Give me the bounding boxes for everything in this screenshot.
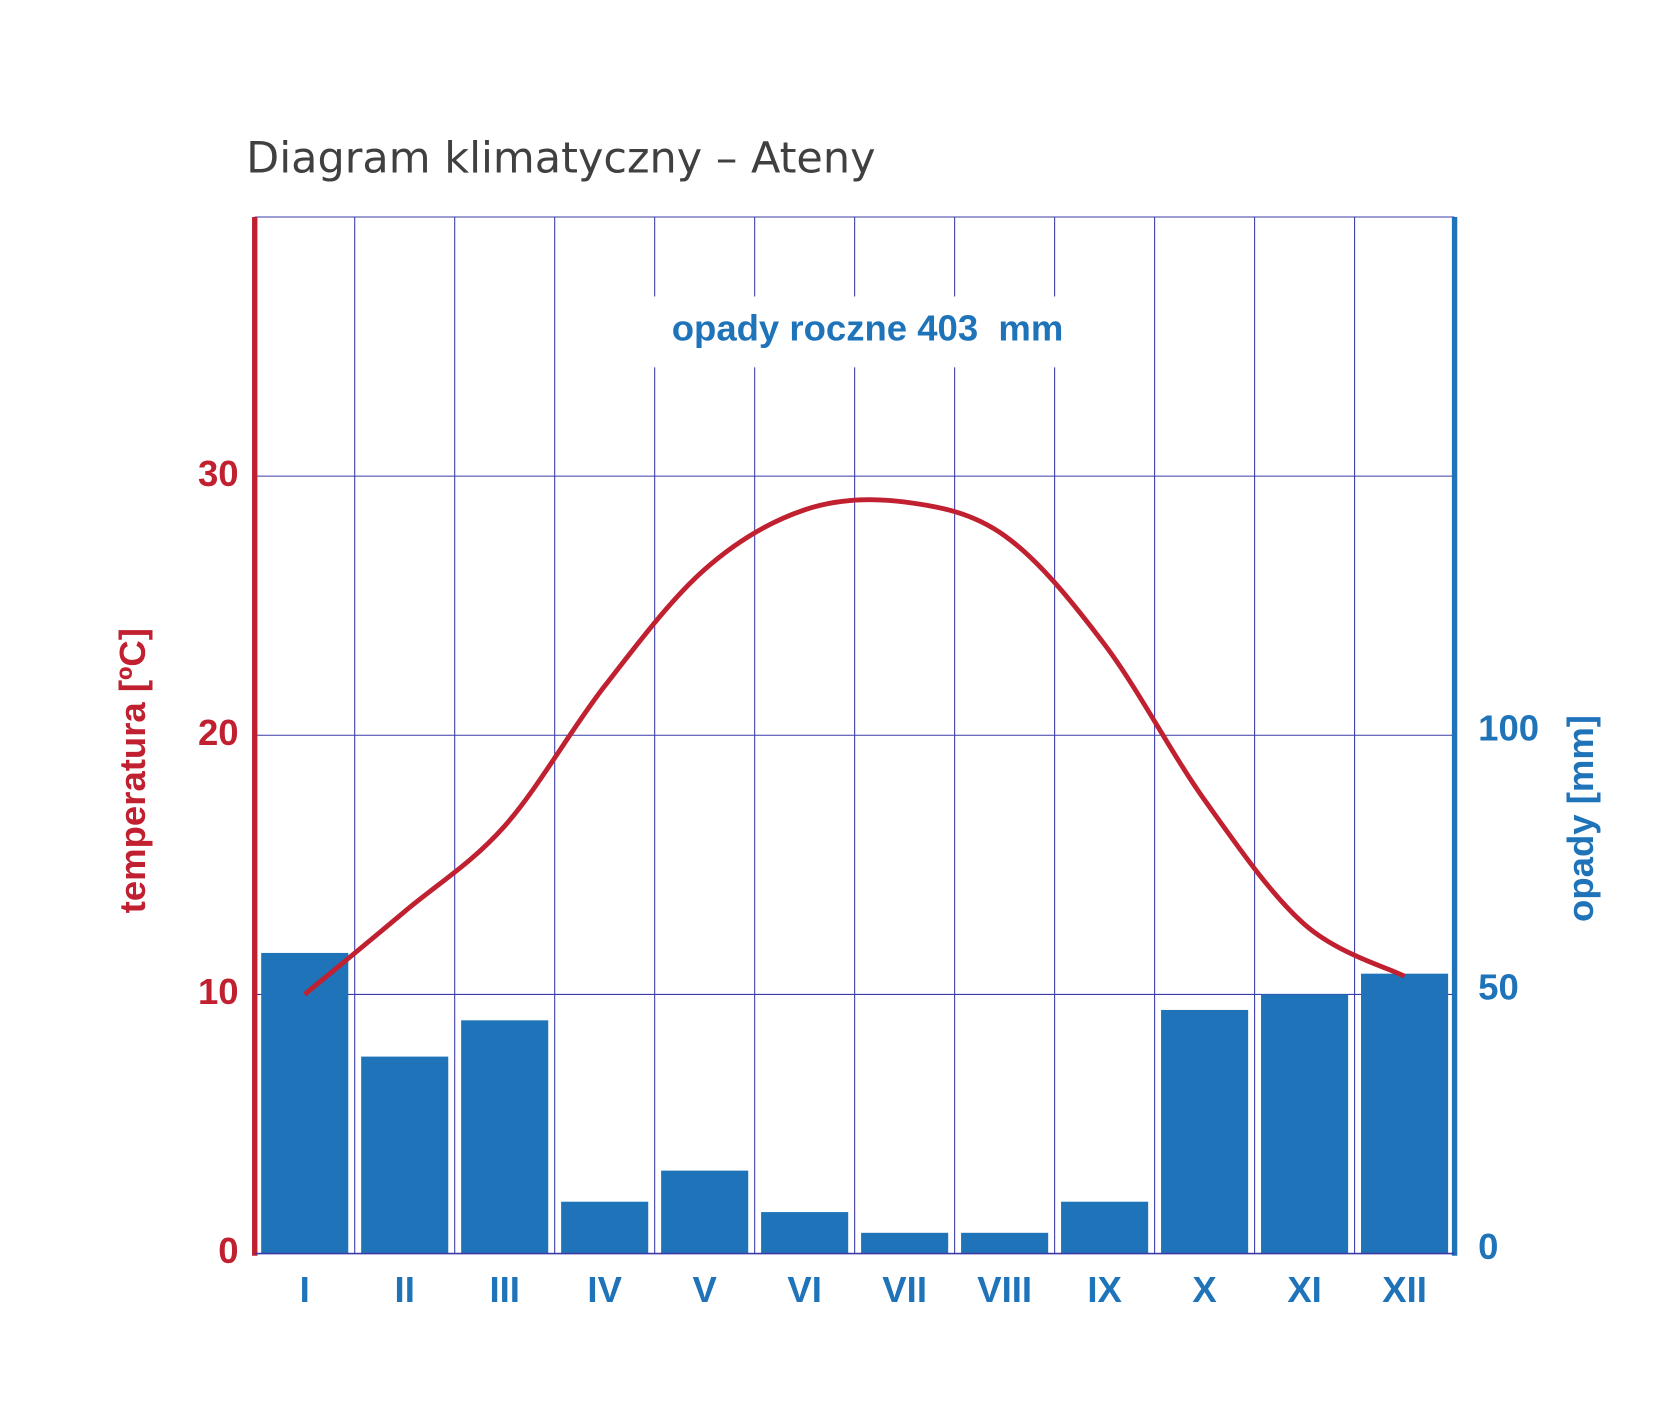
y-tick-label: 20	[198, 712, 239, 753]
bar	[961, 1232, 1049, 1254]
bar	[861, 1232, 949, 1254]
annotation: opady roczne 403 mm	[672, 307, 1064, 348]
x-tick-label: IV	[587, 1269, 622, 1310]
bar	[1061, 1201, 1149, 1254]
x-tick-label: XII	[1382, 1269, 1427, 1310]
x-tick-label: VIII	[977, 1269, 1032, 1310]
bar	[1161, 1009, 1249, 1254]
x-tick-label: VII	[882, 1269, 927, 1310]
bar	[361, 1056, 449, 1254]
x-tick-label: V	[692, 1269, 717, 1310]
y-tick-label: 10	[198, 971, 239, 1012]
bar	[1361, 973, 1449, 1254]
x-tick-label: VI	[787, 1269, 822, 1310]
bar	[561, 1201, 649, 1254]
temperature-line	[303, 497, 1406, 997]
bar	[661, 1170, 749, 1254]
x-tick-label: II	[395, 1269, 415, 1310]
bar	[261, 952, 349, 1254]
bar	[461, 1020, 549, 1254]
x-tick-label: X	[1192, 1269, 1217, 1310]
y-tick-label: 0	[218, 1230, 238, 1271]
bar	[761, 1212, 849, 1254]
y2-tick-label: 100	[1478, 708, 1539, 749]
x-tick-label: III	[489, 1269, 519, 1310]
y2-tick-label: 50	[1478, 967, 1519, 1008]
x-tick-label: IX	[1087, 1269, 1122, 1310]
y-axis-title: temperatura [ºC]	[112, 628, 153, 913]
chart-title: Diagram klimatyczny – Ateny	[246, 134, 875, 184]
bar	[1261, 994, 1349, 1254]
y2-axis-title: opady [mm]	[1560, 715, 1601, 922]
x-tick-label: XI	[1287, 1269, 1322, 1310]
y2-tick-label: 0	[1478, 1226, 1498, 1267]
annotation-background	[596, 296, 1059, 368]
x-tick-label: I	[300, 1269, 310, 1310]
y-tick-label: 30	[198, 453, 239, 494]
